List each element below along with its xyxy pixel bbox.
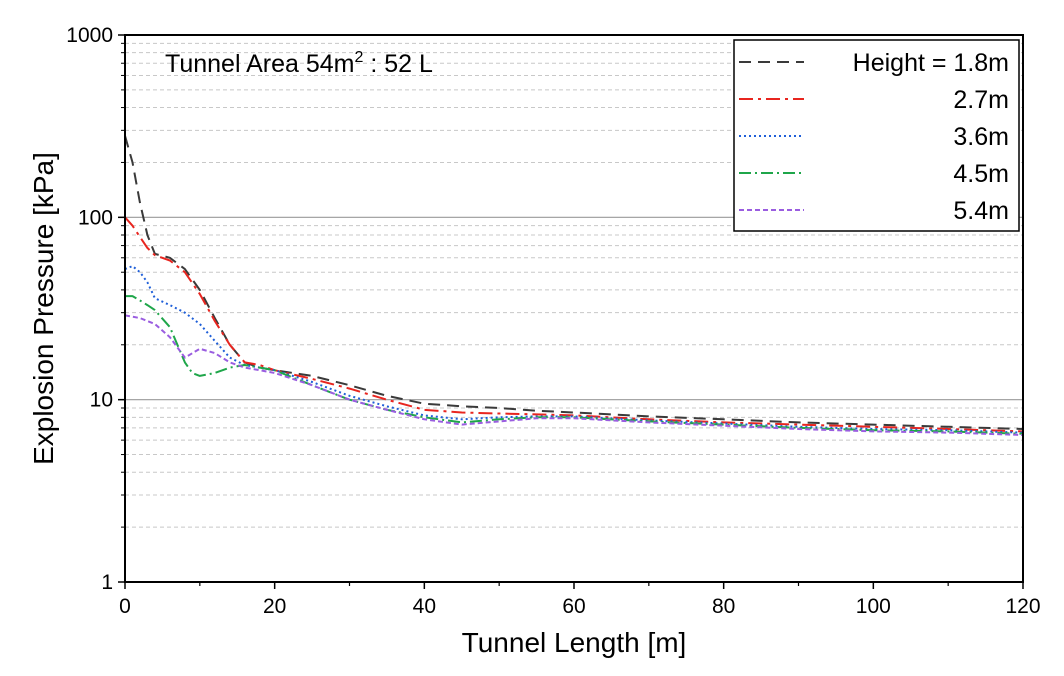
- series-lines: [124, 135, 1024, 436]
- x-tick-label: 0: [119, 595, 131, 618]
- series-line-1: [124, 135, 1024, 430]
- x-axis-title: Tunnel Length [m]: [462, 627, 687, 658]
- y-tick-label: 100: [78, 206, 113, 229]
- x-tick-label: 40: [413, 595, 436, 618]
- legend-box: [733, 39, 1020, 232]
- x-tick-label: 60: [562, 595, 585, 618]
- y-tick-label: 1: [101, 571, 113, 594]
- series-line-2: [124, 216, 1024, 433]
- legend-label-3: 3.6m: [953, 123, 1009, 151]
- series-line-3: [124, 265, 1024, 434]
- legend-label-2: 2.7m: [953, 86, 1009, 114]
- legend-label-1: Height = 1.8m: [853, 49, 1009, 77]
- series-line-4: [125, 295, 1024, 435]
- legend-label-4: 4.5m: [953, 160, 1009, 188]
- y-tick-label: 1000: [66, 24, 113, 47]
- legend: Height = 1.8m 2.7m 3.6m 4.5m 5.4m: [733, 39, 1020, 232]
- series-line-5: [124, 314, 1024, 436]
- annotation-prefix: Tunnel Area 54m: [165, 50, 354, 78]
- x-tick-label: 100: [856, 595, 891, 618]
- x-tick-label: 80: [712, 595, 735, 618]
- annotation-superscript: 2: [354, 49, 363, 66]
- annotation-suffix: : 52 L: [363, 50, 433, 78]
- grid: [125, 42, 1023, 528]
- x-tick-label: 120: [1005, 595, 1040, 618]
- y-tick-label: 10: [90, 389, 113, 412]
- x-tick-label: 20: [263, 595, 286, 618]
- legend-label-5: 5.4m: [953, 197, 1009, 225]
- annotation-tunnel-area: Tunnel Area 54m2 : 52 L: [165, 49, 433, 78]
- y-axis-title: Explosion Pressure [kPa]: [28, 152, 59, 465]
